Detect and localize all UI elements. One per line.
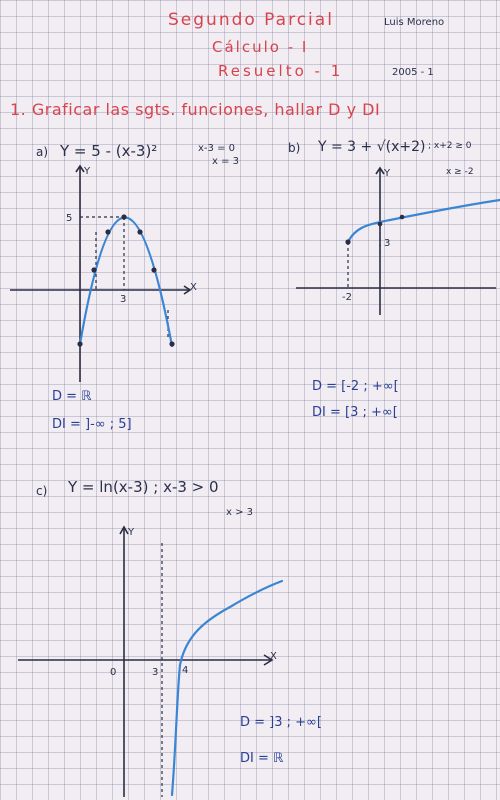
graph-a-tick-5: 5	[66, 213, 72, 224]
graph-c-ln-curve	[170, 579, 284, 797]
graph-a: Y X 5 3	[10, 164, 197, 382]
graph-a-x-label: X	[190, 282, 197, 293]
graph-c: Y X 0 3 4	[18, 525, 284, 797]
graph-c-y-label: Y	[127, 527, 135, 538]
graph-c-tick-0: 0	[110, 667, 116, 678]
graph-a-tick-3: 3	[120, 294, 126, 305]
part-a-note-2: x = 3	[212, 156, 240, 167]
graph-c-tick-4: 4	[182, 665, 188, 676]
part-b-range: DI = [3 ; +∞[	[312, 405, 398, 420]
part-b-domain: D = [-2 ; +∞[	[312, 379, 399, 394]
part-c-note-2: x > 3	[226, 507, 254, 518]
author-name: Luis Moreno	[384, 17, 445, 28]
part-b-label: b)	[288, 141, 301, 155]
subtitle: Resuelto - 1	[218, 62, 344, 80]
part-a-range: DI = ]-∞ ; 5]	[52, 417, 132, 432]
part-a-equation: Y = 5 - (x-3)²	[60, 142, 158, 160]
graph-a-parabola	[78, 216, 174, 348]
graph-b-tick-neg2: -2	[342, 292, 352, 303]
part-b-equation: Y = 3 + √(x+2)	[318, 139, 426, 155]
part-b-note-2: x ≥ -2	[446, 167, 474, 177]
part-a-domain: D = ℝ	[52, 389, 92, 404]
part-c-range: DI = ℝ	[240, 751, 284, 766]
graph-b-tick-3: 3	[384, 238, 390, 249]
part-a-label: a)	[36, 145, 49, 159]
graph-c-tick-3: 3	[152, 667, 158, 678]
graph-c-x-label: X	[270, 651, 277, 662]
graph-a-y-label: Y	[83, 166, 91, 177]
graph-b: Y 3 -2	[296, 166, 500, 315]
subject-title: Cálculo - I	[212, 38, 309, 56]
period-label: 2005 - 1	[392, 67, 434, 78]
graph-b-sqrt-curve	[346, 198, 500, 244]
part-b-note-1: ; x+2 ≥ 0	[428, 141, 472, 151]
problem-heading: 1. Graficar las sgts. funciones, hallar …	[10, 100, 381, 119]
part-c-equation: Y = ln(x-3) ; x-3 > 0	[68, 478, 219, 496]
part-c-domain: D = ]3 ; +∞[	[240, 715, 322, 730]
part-a-note-1: x-3 = 0	[198, 143, 235, 154]
graph-b-y-label: Y	[383, 168, 391, 179]
part-c-label: c)	[36, 484, 48, 498]
page-title: Segundo Parcial	[168, 10, 334, 30]
